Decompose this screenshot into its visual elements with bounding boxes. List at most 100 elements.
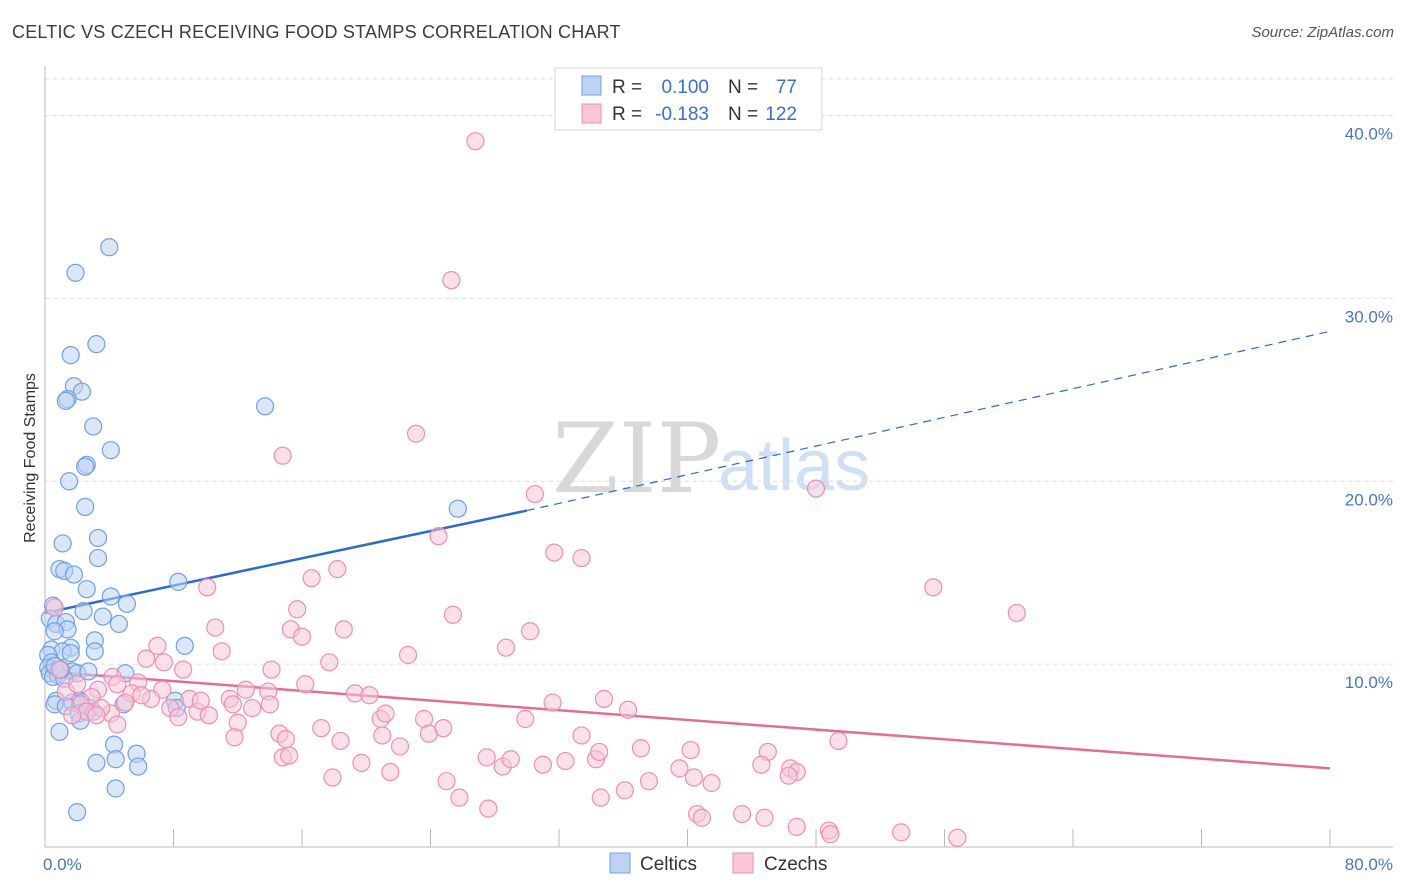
legend-n-value-2: 122	[765, 104, 797, 125]
point-celtics-12	[76, 457, 95, 476]
point-celtics-13	[59, 472, 79, 491]
point-czechs-91	[752, 755, 771, 774]
point-celtics-2	[87, 335, 106, 354]
point-celtics-74	[68, 803, 87, 822]
point-czechs-29	[262, 660, 281, 679]
trend-line-celtics-extension	[526, 330, 1331, 512]
point-celtics-72	[106, 750, 125, 769]
point-celtics-18	[88, 548, 108, 568]
point-celtics-9	[84, 417, 103, 436]
legend-swatch-czechs	[581, 103, 602, 124]
point-czechs-90	[670, 759, 689, 778]
point-czechs-15	[288, 600, 307, 619]
point-czechs-23	[212, 642, 231, 661]
point-czechs-120	[132, 686, 151, 705]
tick-labels: 10.0% 20.0% 30.0% 40.0% 0.0% 80.0%	[43, 125, 1393, 874]
bottom-legend-swatch-czechs	[732, 852, 754, 874]
point-celtics-23	[77, 580, 96, 599]
point-celtics-32	[109, 614, 128, 634]
point-czechs-55	[63, 706, 82, 725]
legend-swatch-celtics	[581, 75, 602, 96]
point-czechs-5	[806, 479, 826, 498]
point-czechs-96	[684, 768, 704, 787]
point-czechs-87	[556, 751, 575, 771]
point-celtics-34	[45, 622, 64, 641]
point-czechs-67	[225, 728, 244, 747]
point-czechs-65	[312, 719, 331, 738]
point-celtics-7	[56, 391, 75, 410]
point-celtics-3	[61, 346, 80, 365]
point-czechs-63	[108, 715, 127, 734]
y-tick-label-20: 20.0%	[1345, 490, 1393, 509]
point-czechs-11	[198, 578, 217, 597]
point-czechs-9	[328, 559, 347, 579]
point-czechs-0	[466, 132, 485, 151]
point-celtics-27	[74, 602, 93, 621]
point-czechs-14	[443, 605, 463, 624]
point-czechs-71	[390, 737, 410, 756]
point-czechs-22	[148, 636, 167, 655]
point-czechs-24	[398, 645, 418, 665]
point-czechs-12	[924, 578, 943, 597]
watermark-zip: ZIP	[552, 403, 721, 515]
point-czechs-74	[572, 726, 591, 745]
grid-lines	[45, 78, 1393, 665]
series-legend: Celtics Czechs	[609, 852, 827, 875]
point-czechs-94	[779, 766, 798, 785]
point-czechs-97	[639, 772, 659, 791]
point-czechs-112	[948, 828, 967, 847]
point-czechs-82	[381, 762, 400, 782]
point-celtics-1	[66, 263, 85, 282]
point-celtics-73	[106, 779, 125, 798]
point-czechs-3	[273, 446, 292, 465]
point-czechs-18	[334, 620, 353, 639]
point-celtics-40	[61, 644, 80, 663]
point-czechs-111	[892, 823, 911, 842]
point-czechs-81	[352, 753, 371, 772]
point-czechs-100	[323, 768, 342, 787]
point-czechs-36	[236, 680, 255, 699]
point-czechs-121	[191, 691, 210, 710]
point-czechs-101	[450, 788, 469, 807]
point-czechs-104	[733, 804, 752, 824]
bottom-legend-czechs: Czechs	[764, 854, 827, 875]
point-czechs-1	[442, 271, 461, 290]
point-czechs-105	[755, 808, 774, 827]
legend-n-value-1: 77	[776, 77, 797, 98]
point-czechs-107	[692, 808, 712, 827]
point-celtics-71	[129, 757, 148, 776]
point-czechs-27	[320, 653, 339, 672]
point-czechs-118	[116, 693, 135, 712]
point-celtics-16	[53, 534, 72, 553]
point-czechs-62	[618, 700, 638, 719]
point-czechs-42	[360, 686, 379, 705]
watermark: ZIP atlas	[552, 403, 870, 515]
point-celtics-10	[101, 441, 120, 460]
point-czechs-8	[572, 548, 591, 568]
y-tick-label-30: 30.0%	[1345, 307, 1393, 326]
point-czechs-61	[516, 709, 535, 729]
point-celtics-37	[175, 636, 194, 655]
legend-r-value-2: -0.183	[655, 104, 709, 125]
point-czechs-56	[169, 708, 188, 727]
legend-n-label-1: N =	[728, 77, 758, 98]
point-celtics-14	[76, 497, 95, 516]
point-czechs-57	[199, 706, 218, 725]
point-czechs-113	[45, 598, 64, 617]
point-czechs-33	[296, 675, 315, 694]
y-tick-label-10: 10.0%	[1345, 673, 1393, 692]
y-axis-label: Receiving Food Stamps	[22, 373, 39, 543]
source-label: Source: ZipAtlas.com	[1251, 24, 1394, 41]
point-celtics-50	[79, 662, 98, 681]
point-czechs-86	[533, 755, 553, 774]
point-czechs-85	[501, 750, 520, 769]
point-czechs-73	[434, 719, 453, 738]
point-celtics-70	[87, 753, 106, 772]
bottom-legend-swatch-celtics	[609, 852, 631, 874]
point-czechs-80	[280, 746, 299, 765]
point-czechs-47	[594, 689, 614, 708]
point-celtics-28	[93, 607, 112, 626]
point-celtics-41	[85, 642, 104, 661]
point-czechs-32	[108, 675, 127, 694]
